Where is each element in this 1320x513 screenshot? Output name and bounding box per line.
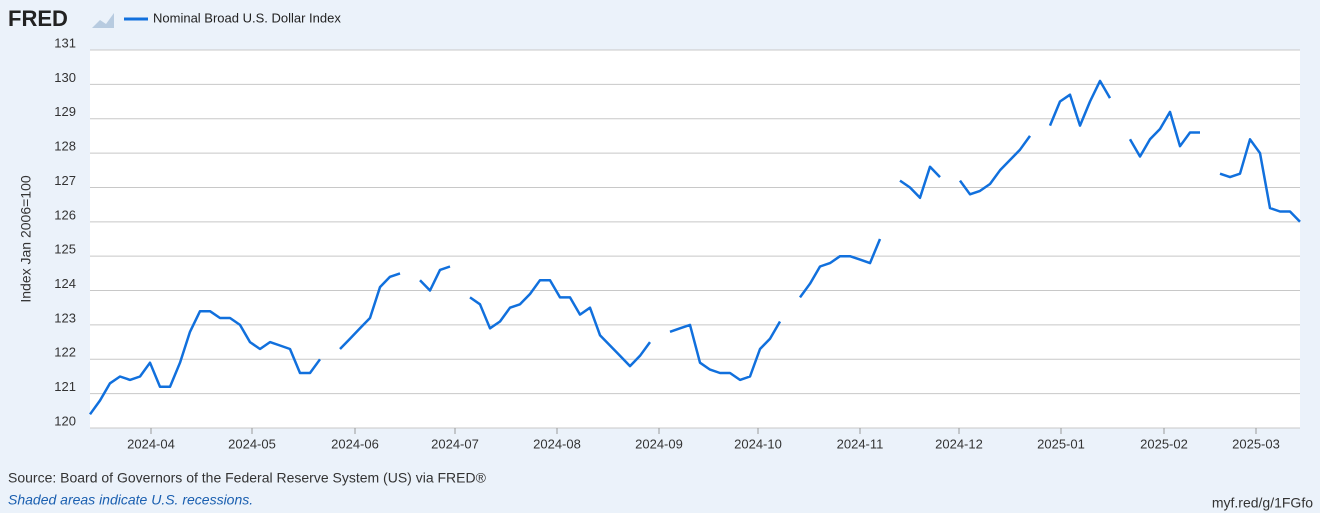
url: myf.red/g/1FGfo [1212, 495, 1313, 511]
y-tick-label: 125 [54, 242, 76, 257]
source: Source: Board of Governors of the Federa… [8, 470, 487, 486]
y-tick-label: 120 [54, 413, 76, 428]
logo-icon [92, 13, 114, 28]
x-tick-label: 2024-12 [935, 436, 983, 451]
y-tick-label: 129 [54, 104, 76, 119]
x-tick-label: 2025-03 [1232, 436, 1280, 451]
y-tick-label: 127 [54, 173, 76, 188]
logo: FRED [8, 6, 68, 31]
y-tick-label: 123 [54, 310, 76, 325]
x-tick-label: 2024-08 [533, 436, 581, 451]
y-tick-label: 131 [54, 35, 76, 50]
x-tick-label: 2024-09 [635, 436, 683, 451]
x-tick-label: 2025-01 [1037, 436, 1085, 451]
y-tick-label: 130 [54, 70, 76, 85]
y-tick-label: 122 [54, 345, 76, 360]
x-tick-label: 2024-07 [431, 436, 479, 451]
x-tick-label: 2024-06 [331, 436, 379, 451]
y-tick-label: 128 [54, 139, 76, 154]
note: Shaded areas indicate U.S. recessions. [8, 492, 253, 508]
x-tick-label: 2024-11 [837, 436, 884, 451]
y-axis-label: Index Jan 2006=100 [18, 175, 34, 302]
series-line [88, 79, 1301, 416]
plot-area [90, 50, 1300, 428]
x-tick-label: 2024-04 [127, 436, 175, 451]
x-tick-label: 2024-10 [734, 436, 782, 451]
x-tick-label: 2024-05 [228, 436, 276, 451]
y-tick-label: 126 [54, 207, 76, 222]
legend-label: Nominal Broad U.S. Dollar Index [153, 10, 341, 25]
y-tick-label: 121 [54, 379, 76, 394]
y-tick-label: 124 [54, 276, 76, 291]
x-tick-label: 2025-02 [1140, 436, 1188, 451]
